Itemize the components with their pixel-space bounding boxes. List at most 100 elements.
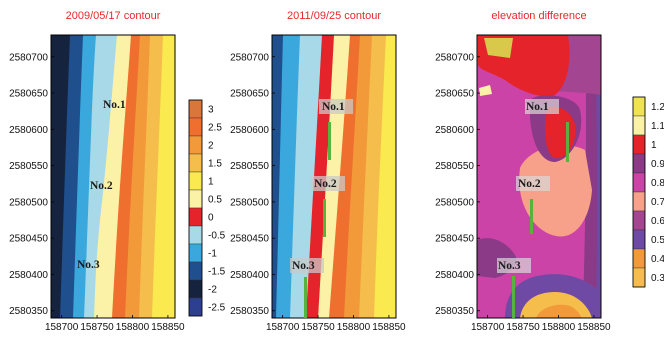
y-tick-label: 2580450: [9, 234, 48, 245]
survey-line-no2-difference: [530, 199, 533, 234]
point-label-no1-2009: No.1: [103, 99, 126, 111]
colorbar-2009-swatch: [188, 207, 203, 227]
x-tick-label: 158850: [372, 322, 406, 333]
colorbar-2009-swatch: [188, 153, 203, 173]
colorbar-2009-swatch: [188, 261, 203, 281]
contour-fill-2009: [51, 35, 175, 318]
colorbar-difference-label: 0.4: [651, 254, 664, 265]
point-label-no2-difference: No.2: [518, 178, 541, 190]
panel-title-2011: 2011/09/25 contour: [287, 10, 381, 22]
y-tick-label: 2580450: [230, 234, 269, 245]
y-tick-label: 2580350: [230, 306, 269, 317]
y-tick-label: 2580600: [435, 125, 474, 136]
x-tick-label: 158700: [266, 322, 300, 333]
colorbar-difference-label: 0.7: [651, 197, 664, 208]
colorbar-difference-swatch: [632, 115, 646, 136]
colorbar-difference-label: 1: [651, 140, 657, 151]
y-tick-label: 2580650: [230, 89, 269, 100]
colorbar-difference-label: 0.5: [651, 235, 664, 246]
y-tick-label: 2580600: [230, 125, 269, 136]
x-tick-label: 158700: [471, 322, 505, 333]
colorbar-2009-swatch: [188, 279, 203, 299]
survey-line-no3-difference: [512, 276, 515, 318]
x-tick-label: 158750: [506, 322, 540, 333]
survey-line-no3-2011: [304, 277, 307, 318]
panel-2009-contour: 2009/05/17 contour 158700 158750 158800 158…: [9, 10, 185, 333]
point-label-no1-2011: No.1: [322, 101, 345, 113]
survey-line-no1-2011: [328, 122, 331, 160]
y-tick-label: 2580700: [435, 52, 474, 63]
colorbar-2009-label: 1: [208, 177, 214, 188]
colorbar-difference-swatch: [632, 191, 646, 212]
colorbar-2009-label: -2: [208, 285, 217, 296]
y-tick-label: 2580700: [9, 52, 48, 63]
colorbar-2009-swatch: [188, 243, 203, 263]
colorbar-difference-swatch: [632, 210, 646, 231]
point-label-no3-difference: No.3: [498, 260, 521, 272]
colorbar-2009-swatch: [188, 99, 203, 119]
colorbar-2009-label: -0.5: [208, 231, 226, 242]
colorbar-2009-swatch: [188, 225, 203, 245]
colorbar-elevation-2009: 3 2.5 2 1.5 1 0.5 0 -0.5 -1 -1.5 -2 -2.5: [188, 99, 226, 317]
panel-elevation-difference: elevation difference 158700 158750 158800 1…: [435, 10, 611, 333]
colorbar-2009-swatch: [188, 171, 203, 191]
axis-ticks-2011: 158700 158750 158800 158850 2580350 2580400 25…: [230, 52, 406, 333]
colorbar-difference-label: 1.2: [651, 102, 664, 113]
x-tick-label: 158800: [116, 322, 150, 333]
y-tick-label: 2580350: [9, 306, 48, 317]
axis-ticks-difference: 158700 158750 158800 158850 2580350 2580400 25…: [435, 52, 611, 333]
colorbar-2009-label: 1.5: [208, 159, 222, 170]
colorbar-difference-label: 0.8: [651, 178, 664, 189]
colorbar-difference-swatch: [632, 229, 646, 250]
colorbar-difference-label: 0.6: [651, 216, 664, 227]
panel-title-2009: 2009/05/17 contour: [66, 10, 161, 22]
colorbar-difference-label: 0.3: [651, 273, 664, 284]
colorbar-difference-swatch: [632, 248, 646, 269]
y-tick-label: 2580350: [435, 306, 474, 317]
y-tick-label: 2580500: [435, 197, 474, 208]
colorbar-2009-label: -1: [208, 249, 217, 260]
colorbar-difference-swatch: [632, 267, 646, 288]
colorbar-2009-swatch: [188, 135, 203, 155]
colorbar-elevation-difference: 1.2 1.1 1 0.9 0.8 0.7 0.6 0.5 0.4 0.3: [632, 96, 664, 288]
x-tick-label: 158800: [337, 322, 371, 333]
colorbar-difference-swatch: [632, 172, 646, 193]
colorbar-2009-swatch: [188, 189, 203, 209]
y-tick-label: 2580550: [230, 161, 269, 172]
survey-line-no1-difference: [566, 122, 569, 162]
x-tick-label: 158750: [301, 322, 335, 333]
x-tick-label: 158700: [45, 322, 79, 333]
point-label-no2-2011: No.2: [314, 178, 337, 190]
y-tick-label: 2580500: [9, 197, 48, 208]
colorbar-2009-label: 3: [208, 105, 214, 116]
colorbar-difference-swatch: [632, 96, 646, 117]
survey-line-no2-2011: [323, 199, 326, 237]
y-tick-label: 2580500: [230, 197, 269, 208]
panel-2011-contour: 2011/09/25 contour 158700 158750 158800 158…: [230, 10, 406, 333]
colorbar-difference-label: 1.1: [651, 121, 664, 132]
colorbar-difference-label: 0.9: [651, 159, 664, 170]
x-tick-label: 158800: [542, 322, 576, 333]
panel-title-difference: elevation difference: [491, 10, 586, 22]
colorbar-2009-label: 2: [208, 141, 214, 152]
colorbar-2009-label: -1.5: [208, 267, 226, 278]
colorbar-2009-label: 2.5: [208, 123, 222, 134]
y-tick-label: 2580600: [9, 125, 48, 136]
colorbar-2009-label: -2.5: [208, 303, 226, 314]
y-tick-label: 2580550: [9, 161, 48, 172]
y-tick-label: 2580400: [9, 270, 48, 281]
point-label-no3-2011: No.3: [292, 260, 315, 272]
colorbar-difference-swatch: [632, 134, 646, 155]
y-tick-label: 2580650: [435, 89, 474, 100]
x-tick-label: 158750: [80, 322, 114, 333]
colorbar-2009-label: 0: [208, 213, 214, 224]
y-tick-label: 2580650: [9, 89, 48, 100]
axis-ticks-2009: 158700 158750 158800 158850 2580350 2580400 25…: [9, 52, 185, 333]
point-label-no1-difference: No.1: [526, 101, 549, 113]
colorbar-2009-swatch: [188, 297, 203, 317]
point-label-no2-2009: No.2: [90, 180, 113, 192]
y-tick-label: 2580450: [435, 234, 474, 245]
y-tick-label: 2580400: [435, 270, 474, 281]
y-tick-label: 2580550: [435, 161, 474, 172]
